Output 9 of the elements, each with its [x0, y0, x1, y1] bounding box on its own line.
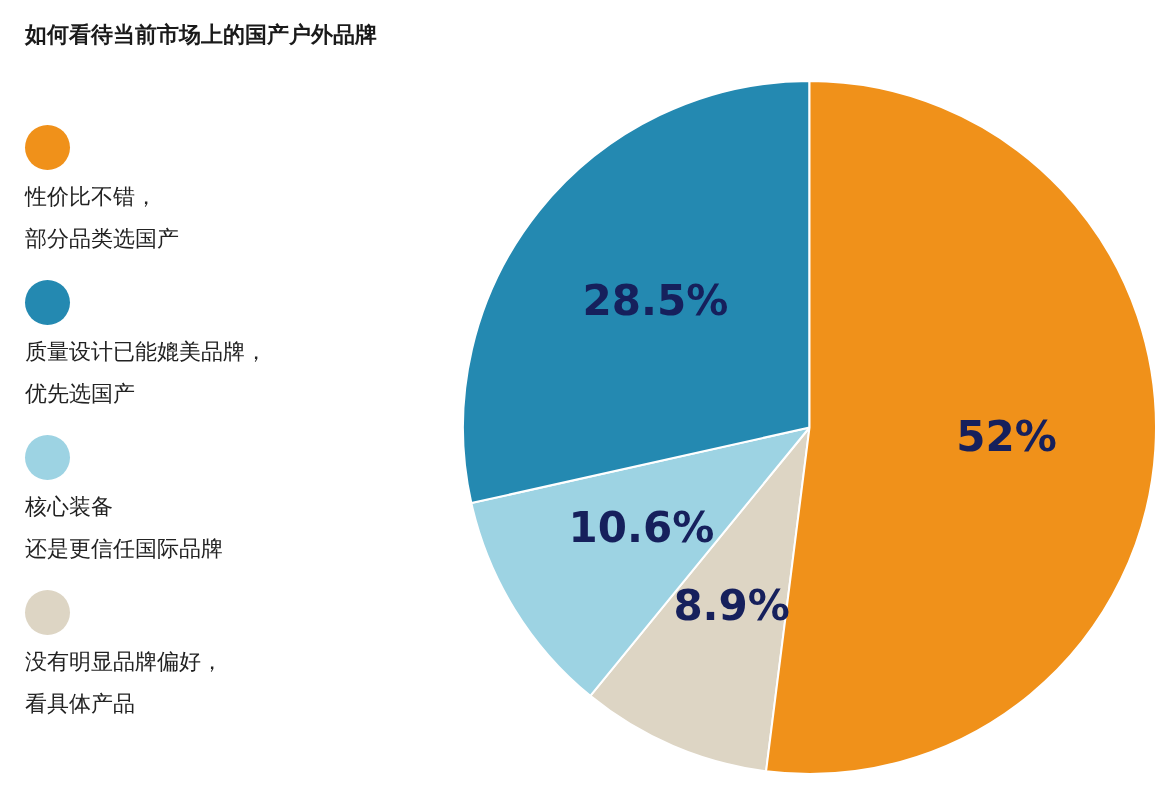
legend-label: 没有明显品牌偏好，看具体产品 [25, 648, 224, 718]
data-label: 28.5% [582, 275, 729, 325]
legend-label: 性价比不错，部分品类选国产 [25, 183, 180, 253]
data-label: 8.9% [673, 580, 790, 630]
chart-title: 如何看待当前市场上的国产户外品牌 [25, 21, 377, 49]
data-label: 52% [956, 411, 1057, 461]
legend-label: 核心装备还是更信任国际品牌 [25, 493, 224, 563]
data-label: 10.6% [568, 503, 715, 553]
legend-label: 质量设计已能媲美品牌，优先选国产 [25, 338, 268, 408]
